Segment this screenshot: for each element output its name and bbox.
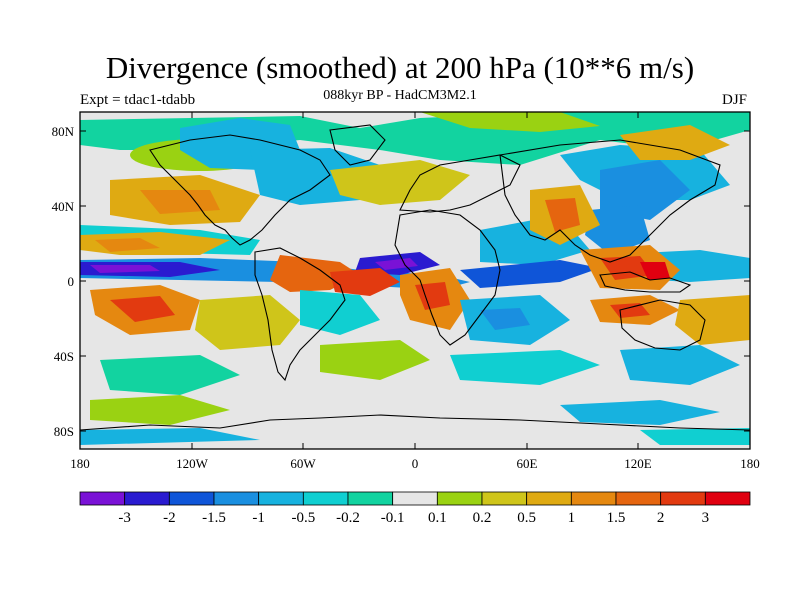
colorbar-label: 3 xyxy=(702,510,710,526)
colorbar-swatch xyxy=(213,491,260,506)
colorbar-swatch xyxy=(526,491,572,506)
lon-ticks xyxy=(191,112,639,449)
experiment-label: Expt = tdac1-tdabb xyxy=(80,92,196,108)
colorbar-swatch xyxy=(79,491,126,506)
colorbar-swatch xyxy=(481,491,528,506)
coast-australia xyxy=(619,299,706,351)
lat-label-80s: 80S xyxy=(54,424,74,439)
colorbar: -3 -2 -1.5 -1 -0.5 -0.2 -0.1 0.1 0.2 0.5 1 1.5 2 3 xyxy=(79,491,751,526)
coast-greenland xyxy=(329,124,386,166)
lon-label-180e: 180 xyxy=(740,456,760,471)
lon-label-120w: 120W xyxy=(176,456,209,471)
colorbar-label: 2 xyxy=(657,510,665,526)
colorbar-swatch xyxy=(392,491,438,506)
lon-label-120e: 120E xyxy=(624,456,652,471)
lon-label-180w: 180 xyxy=(70,456,90,471)
lon-label-60w: 60W xyxy=(290,456,316,471)
colorbar-swatch xyxy=(436,491,483,506)
lon-label-60e: 60E xyxy=(517,456,538,471)
lat-ticks xyxy=(80,130,750,432)
colorbar-label: 0.1 xyxy=(428,510,447,526)
colorbar-label: -0.2 xyxy=(336,510,360,526)
colorbar-label: -3 xyxy=(118,510,131,526)
colorbar-swatch xyxy=(615,491,662,506)
colorbar-label: 1 xyxy=(568,510,576,526)
map-title: Divergence (smoothed) at 200 hPa (10**6 … xyxy=(105,50,695,85)
coast-indonesia xyxy=(599,271,692,293)
colorbar-swatch xyxy=(302,491,349,506)
colorbar-label: -1 xyxy=(252,510,265,526)
coast-africa xyxy=(394,209,501,346)
colorbar-swatch xyxy=(168,491,215,506)
coast-europe xyxy=(399,154,521,213)
season-label: DJF xyxy=(722,92,748,108)
lat-label-80n: 80N xyxy=(52,124,75,139)
coastlines xyxy=(80,124,750,431)
coast-south-america xyxy=(254,247,346,382)
colorbar-label: 1.5 xyxy=(607,510,626,526)
colorbar-label: -0.1 xyxy=(381,510,405,526)
lon-label-0: 0 xyxy=(412,456,419,471)
lat-label-0: 0 xyxy=(68,274,75,289)
colorbar-label: -2 xyxy=(163,510,176,526)
lat-label-40s: 40S xyxy=(54,349,74,364)
field-orange-bands xyxy=(80,125,730,255)
colorbar-swatch xyxy=(660,491,706,506)
colorbar-swatch xyxy=(347,491,394,506)
colorbar-swatch xyxy=(570,491,617,506)
colorbar-swatch xyxy=(258,491,304,506)
map-subtitle: 088kyr BP - HadCM3M2.1 xyxy=(323,88,477,103)
coast-north-america xyxy=(149,134,331,246)
colorbar-label: 0.5 xyxy=(517,510,536,526)
lat-label-40n: 40N xyxy=(52,199,75,214)
coast-antarctica xyxy=(80,414,750,431)
field-southern-mix xyxy=(80,290,750,445)
colorbar-label: -0.5 xyxy=(291,510,315,526)
colorbar-swatch xyxy=(704,491,751,506)
coast-asia xyxy=(499,139,721,263)
colorbar-label: -1.5 xyxy=(202,510,226,526)
colorbar-swatch xyxy=(124,491,170,506)
map-panel: 80N 40N 0 40S 80S 180 120W 60W 0 60E 120… xyxy=(52,111,760,471)
colorbar-label: 0.2 xyxy=(473,510,492,526)
